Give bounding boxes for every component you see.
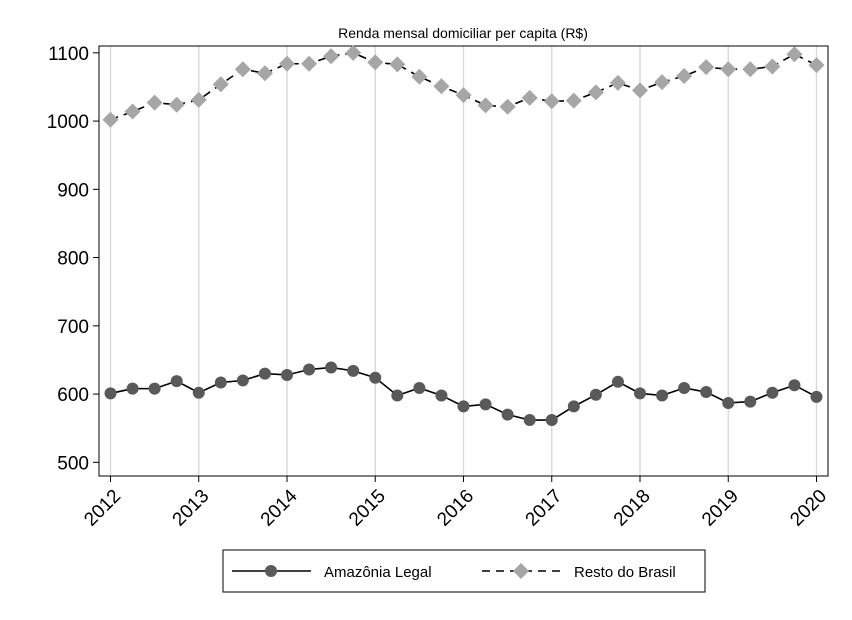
y-tick-label: 1000 xyxy=(47,112,89,133)
data-point-amazonia-legal xyxy=(810,390,823,403)
data-point-amazonia-legal xyxy=(281,368,293,381)
data-point-amazonia-legal xyxy=(104,387,117,400)
x-axis: 2012 2013 2014 2015 2016 2017 2018 2019 2020 xyxy=(80,476,831,530)
x-tick-label: 2012 xyxy=(80,486,125,531)
data-point-resto-do-brasil xyxy=(146,94,163,111)
legend-label-resto: Resto do Brasil xyxy=(574,564,676,581)
data-point-resto-do-brasil xyxy=(455,87,472,104)
x-tick-label: 2013 xyxy=(169,486,214,531)
y-tick-label: 900 xyxy=(57,180,89,201)
data-point-resto-do-brasil xyxy=(345,44,362,61)
y-tick-label: 800 xyxy=(57,249,89,270)
data-point-resto-do-brasil xyxy=(411,68,428,85)
data-point-resto-do-brasil xyxy=(190,91,207,108)
data-point-resto-do-brasil xyxy=(720,61,737,78)
data-point-resto-do-brasil xyxy=(742,61,759,78)
data-point-amazonia-legal xyxy=(369,371,382,384)
gridlines xyxy=(109,46,818,476)
data-point-amazonia-legal xyxy=(214,376,227,389)
data-point-resto-do-brasil xyxy=(234,61,251,78)
data-point-amazonia-legal xyxy=(722,396,735,409)
x-tick-label: 2015 xyxy=(345,486,390,531)
data-point-amazonia-legal xyxy=(391,389,404,402)
series-layer xyxy=(102,44,825,427)
data-point-resto-do-brasil xyxy=(168,96,185,113)
data-point-amazonia-legal xyxy=(788,379,801,392)
data-point-resto-do-brasil xyxy=(212,76,229,93)
legend-label-amazonia: Amazônia Legal xyxy=(324,564,432,581)
data-point-resto-do-brasil xyxy=(256,65,273,82)
data-point-resto-do-brasil xyxy=(698,59,715,76)
y-axis: 500 600 700 800 900 1000 1100 xyxy=(47,44,99,474)
data-point-amazonia-legal xyxy=(347,364,360,377)
data-point-amazonia-legal xyxy=(700,386,713,399)
data-point-amazonia-legal xyxy=(192,386,205,399)
data-point-resto-do-brasil xyxy=(654,74,671,91)
x-tick-label: 2020 xyxy=(786,486,831,531)
x-tick-label: 2018 xyxy=(610,486,655,531)
data-point-resto-do-brasil xyxy=(609,74,626,91)
data-point-resto-do-brasil xyxy=(808,57,825,74)
data-point-amazonia-legal xyxy=(413,381,426,394)
data-point-amazonia-legal xyxy=(258,367,271,380)
data-point-resto-do-brasil xyxy=(477,97,494,114)
data-point-resto-do-brasil xyxy=(367,54,384,71)
data-point-amazonia-legal xyxy=(325,361,338,374)
data-point-amazonia-legal xyxy=(501,408,514,421)
legend-marker-resto xyxy=(513,563,529,579)
legend: Amazônia Legal Resto do Brasil xyxy=(222,549,706,593)
data-point-amazonia-legal xyxy=(766,386,779,399)
x-tick-label: 2014 xyxy=(257,485,302,530)
data-point-amazonia-legal xyxy=(435,389,448,402)
data-point-resto-do-brasil xyxy=(279,55,295,72)
data-point-amazonia-legal xyxy=(523,414,536,427)
data-point-resto-do-brasil xyxy=(587,84,604,101)
y-tick-label: 600 xyxy=(57,385,89,406)
data-point-amazonia-legal xyxy=(545,414,558,427)
data-point-resto-do-brasil xyxy=(301,55,318,72)
data-point-amazonia-legal xyxy=(457,400,470,413)
data-point-resto-do-brasil xyxy=(124,103,141,120)
data-point-amazonia-legal xyxy=(611,375,624,388)
data-point-amazonia-legal xyxy=(479,398,492,411)
data-point-resto-do-brasil xyxy=(764,58,781,75)
data-point-resto-do-brasil xyxy=(323,48,340,65)
data-point-amazonia-legal xyxy=(236,374,249,387)
y-tick-label: 700 xyxy=(57,317,89,338)
x-tick-label: 2016 xyxy=(433,486,478,531)
data-point-resto-do-brasil xyxy=(499,98,516,115)
data-point-resto-do-brasil xyxy=(632,82,648,99)
data-point-resto-do-brasil xyxy=(565,92,582,109)
y-tick-label: 1100 xyxy=(48,44,89,65)
data-point-amazonia-legal xyxy=(567,400,580,413)
chart-title: Renda mensal domiciliar per capita (R$) xyxy=(338,25,588,41)
data-point-amazonia-legal xyxy=(126,382,139,395)
data-point-amazonia-legal xyxy=(634,387,646,400)
x-tick-label: 2019 xyxy=(698,486,743,531)
x-tick-label: 2017 xyxy=(522,486,567,531)
data-point-amazonia-legal xyxy=(678,381,691,394)
data-point-amazonia-legal xyxy=(170,375,183,388)
data-point-resto-do-brasil xyxy=(543,93,560,110)
data-point-resto-do-brasil xyxy=(676,68,693,85)
data-point-amazonia-legal xyxy=(744,395,757,408)
data-point-amazonia-legal xyxy=(589,388,602,401)
y-tick-label: 500 xyxy=(57,453,89,474)
data-point-amazonia-legal xyxy=(303,363,316,376)
data-point-amazonia-legal xyxy=(148,382,161,395)
legend-marker-amazonia xyxy=(265,565,277,577)
data-point-resto-do-brasil xyxy=(433,78,450,95)
data-point-amazonia-legal xyxy=(656,389,669,402)
data-point-resto-do-brasil xyxy=(389,56,406,73)
data-point-resto-do-brasil xyxy=(102,111,119,128)
data-point-resto-do-brasil xyxy=(521,89,538,106)
data-point-resto-do-brasil xyxy=(786,46,803,63)
